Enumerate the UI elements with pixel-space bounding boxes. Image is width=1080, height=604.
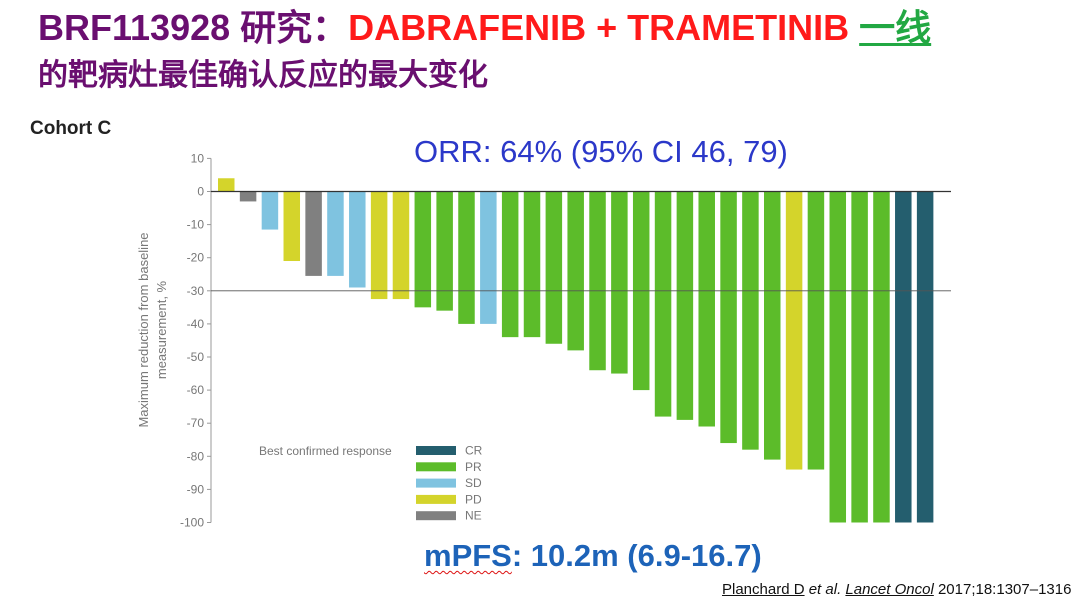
bar-cr (895, 191, 912, 523)
bar-pd (392, 191, 410, 300)
bar-pr (873, 191, 890, 523)
bar-sd (349, 191, 366, 288)
title-line: 一线 (859, 7, 932, 48)
y-tick-label: -60 (187, 383, 205, 397)
legend-swatch-sd (416, 478, 456, 488)
bar-pr (414, 191, 432, 308)
y-tick-label: -40 (187, 317, 205, 331)
bar-pr (851, 191, 868, 523)
y-tick-label: -30 (187, 284, 205, 298)
y-tick-label: -20 (187, 251, 205, 265)
bar-pd (370, 191, 388, 300)
bar-pr (589, 191, 606, 371)
citation-author: Planchard D (722, 581, 805, 598)
bar-pr (720, 191, 737, 444)
cohort-label: Cohort C (30, 118, 112, 139)
bar-cr (916, 191, 934, 523)
bar-pd (218, 178, 235, 192)
bar-pr (829, 191, 847, 523)
title-study: BRF113928 研究： (38, 7, 349, 48)
slide-subtitle: 的靶病灶最佳确认反应的最大变化 (38, 59, 488, 92)
bar-pr (436, 191, 453, 311)
slide-title: BRF113928 研究：DABRAFENIB + TRAMETINIB 一线 (38, 4, 931, 52)
bar-sd (261, 191, 279, 230)
legend-swatch-ne (416, 511, 456, 521)
bar-pr (676, 191, 694, 420)
legend-swatch-cr (416, 446, 456, 455)
bar-pr (611, 191, 628, 374)
y-tick-label: 0 (197, 185, 204, 199)
bar-sd (480, 191, 497, 324)
citation: Planchard D et al. Lancet Oncol 2017;18:… (722, 581, 1071, 598)
legend-label-ne: NE (465, 509, 482, 523)
bar-pr (764, 191, 781, 460)
bar-pr (567, 191, 584, 351)
y-tick-label: -70 (187, 416, 205, 430)
y-tick-label: -90 (187, 482, 205, 496)
y-tick-label: 10 (191, 151, 205, 165)
bar-ne (239, 191, 257, 202)
bar-pr (698, 191, 715, 427)
y-tick-label: -100 (180, 516, 204, 530)
legend-swatch-pr (416, 462, 456, 472)
bar-pr (654, 191, 672, 417)
bar-pr (742, 191, 759, 450)
y-tick-label: -10 (187, 218, 205, 232)
bar-pr (807, 191, 825, 470)
mpfs-text: mPFS: 10.2m (6.9-16.7) (424, 535, 762, 577)
bar-pr (545, 191, 563, 344)
title-drugs: DABRAFENIB + TRAMETINIB (348, 7, 850, 48)
mpfs-label: mPFS (424, 538, 512, 573)
legend-label-pr: PR (465, 460, 482, 474)
citation-journal: Lancet Oncol (845, 581, 934, 598)
y-axis-label-line: Maximum reduction from baseline (136, 232, 151, 427)
legend-swatch-pd (416, 494, 456, 504)
bar-pr (501, 191, 519, 338)
y-axis-label-line: measurement, % (154, 280, 169, 379)
legend-label-cr: CR (465, 444, 483, 458)
mpfs-value: : 10.2m (6.9-16.7) (511, 538, 762, 573)
bar-pr (458, 191, 475, 324)
bar-pd (785, 191, 803, 470)
y-tick-label: -80 (187, 449, 205, 463)
legend-label-sd: SD (465, 476, 482, 490)
bar-sd (327, 191, 344, 276)
legend-label-pd: PD (465, 492, 482, 506)
bar-pd (283, 191, 301, 262)
y-tick-label: -50 (187, 350, 205, 364)
citation-rest: 2017;18:1307–1316 (933, 581, 1072, 598)
legend-title: Best confirmed response (259, 444, 392, 458)
citation-etal: et al. (804, 581, 846, 598)
orr-text: ORR: 64% (95% CI 46, 79) (414, 134, 788, 169)
bar-ne (305, 191, 322, 276)
bar-pr (523, 191, 541, 338)
